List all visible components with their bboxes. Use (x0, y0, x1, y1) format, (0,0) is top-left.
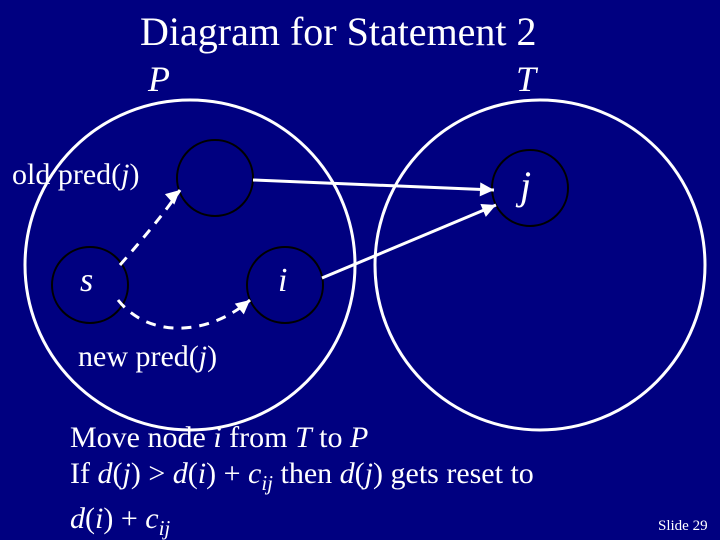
body-line-2: d(i) + cij (70, 501, 534, 540)
arrow-s-to-i (118, 300, 250, 328)
arrow-s-to-oldpred (120, 190, 180, 265)
slide-number: Slide 29 (658, 518, 708, 535)
slide-stage: Diagram for Statement 2PTold pred(j)sijn… (0, 0, 720, 540)
node-old_pred (177, 140, 253, 216)
arrow-oldpred-to-j (253, 180, 494, 190)
node-label-s: s (80, 262, 93, 300)
body-line-1: If d(j) > d(i) + cij then d(j) gets rese… (70, 456, 534, 501)
set-label-P: P (148, 58, 170, 100)
node-label-i: i (278, 262, 287, 300)
set-label-T: T (516, 58, 536, 100)
set-circle-T (375, 100, 705, 430)
body-line-0: Move node i from T to P (70, 420, 534, 456)
node-label-j: j (520, 162, 531, 209)
body-text: Move node i from T to PIf d(j) > d(i) + … (70, 420, 534, 540)
node-label-new_pred: new pred(j) (78, 340, 217, 374)
node-label-old_pred: old pred(j) (12, 158, 139, 192)
